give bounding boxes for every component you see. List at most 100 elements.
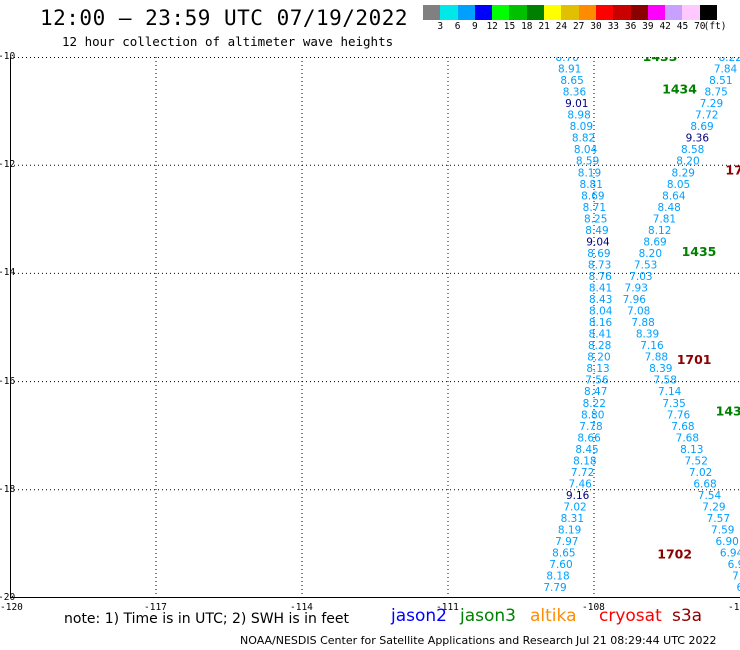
track-value-label: 7.58: [654, 375, 677, 387]
track-value-label: 8.43: [589, 294, 612, 306]
color-scale-label: 6: [454, 21, 461, 32]
color-scale-label: 12: [486, 21, 498, 32]
color-scale-label: 42: [659, 21, 671, 32]
track-value-label: 8.09: [570, 121, 593, 133]
lat-tick-label: -18: [0, 483, 16, 495]
track-value-label: 8.28: [588, 340, 611, 352]
track-value-label: 8.59: [576, 156, 599, 168]
track-value-label: 8.18: [546, 571, 569, 583]
track-value-label: 7.68: [671, 421, 694, 433]
track-value-label: 7.59: [711, 525, 734, 537]
track-value-label: 7.57: [707, 513, 730, 525]
pass-time-label: 1702: [657, 547, 692, 562]
track-value-label: 8.65: [552, 548, 575, 560]
track-value-label: 9.04: [586, 236, 610, 248]
color-scale-label: 30: [590, 21, 602, 32]
track-value-label: 8.48: [657, 202, 680, 214]
color-scale-label: 21: [538, 21, 550, 32]
track-value-label: 8.66: [577, 432, 601, 444]
track-value-label: 7.46: [568, 478, 592, 490]
track-value-label: 8.16: [589, 317, 613, 329]
track-value-label: 8.70: [556, 57, 579, 64]
track-value-label: 8.12: [648, 225, 671, 237]
track-value-label: 8.69: [643, 236, 666, 248]
pass-time-label: 1701: [677, 352, 712, 367]
track-value-label: 6.90: [715, 536, 738, 548]
track-value-label: 7.79: [543, 582, 566, 594]
track-value-label: 8.80: [581, 409, 604, 421]
track-value-label: 8.20: [587, 352, 610, 364]
color-swatch: [630, 5, 648, 20]
pass-time-label: 1436: [716, 403, 740, 418]
satellite-legend-jason3: jason3: [460, 606, 516, 626]
track-value-label: 8.41: [589, 329, 612, 341]
track-value-label: 9.16: [566, 490, 590, 502]
satellite-legend-cryosat: cryosat: [599, 606, 662, 626]
color-swatch: [474, 5, 493, 20]
footer-timestamp: Jul 21 08:29:44 UTC 2022: [576, 634, 717, 647]
map-subtitle: 12 hour collection of altimeter wave hei…: [62, 34, 394, 49]
color-swatch: [492, 5, 510, 20]
pass-time-label: 1434: [662, 81, 697, 96]
lat-tick-label: -12: [0, 159, 16, 171]
map-title: 12:00 – 23:59 UTC 07/19/2022: [40, 6, 409, 30]
track-value-label: 8.73: [588, 259, 611, 271]
track-value-label: 8.69: [690, 121, 713, 133]
color-scale-label: 33: [607, 21, 620, 32]
track-value-label: 8.05: [667, 179, 690, 191]
track-value-label: 7.35: [662, 398, 685, 410]
track-value-label: 8.39: [636, 329, 659, 341]
lat-tick-label: -20: [0, 592, 16, 603]
lat-tick-label: -10: [0, 51, 16, 62]
track-value-label: 8.45: [575, 444, 598, 456]
footer-credit: NOAA/NESDIS Center for Satellite Applica…: [240, 634, 574, 647]
track-value-label: 6.94: [720, 548, 740, 560]
track-value-label: 7.53: [634, 259, 657, 271]
track-value-label: 7.03: [629, 271, 652, 283]
lon-tick-label: -120: [0, 602, 23, 613]
track-value-label: 8.64: [662, 190, 686, 202]
track-value-label: 8.81: [580, 179, 603, 191]
color-swatch: [665, 5, 683, 20]
track-value-label: 8.19: [558, 525, 581, 537]
lon-tick-label: -114: [290, 602, 313, 613]
satellite-legend-s3a: s3a: [672, 606, 703, 626]
track-value-label: 8.49: [585, 225, 608, 237]
track-value-label: 6.68: [693, 478, 716, 490]
color-swatch: [613, 5, 631, 20]
color-swatch: [699, 5, 718, 20]
color-swatch: [544, 5, 562, 20]
track-value-label: 8.69: [581, 190, 604, 202]
track-value-label: 8.18: [573, 455, 596, 467]
track-value-label: 8.25: [584, 213, 607, 225]
track-value-label: 7.72: [571, 467, 594, 479]
track-value-label: 8.58: [681, 144, 704, 156]
track-value-label: 8.04: [574, 144, 598, 156]
color-scale-label: 45: [676, 21, 689, 32]
track-value-label: 8.69: [587, 248, 610, 260]
track-value-label: 8.98: [567, 110, 590, 122]
color-scale-label: 39: [642, 21, 654, 32]
track-value-label: 7.97: [555, 536, 578, 548]
track-value-label: 7.56: [585, 375, 609, 387]
track-value-label: 7.08: [627, 306, 650, 318]
color-swatch: [647, 5, 666, 20]
track-value-label: 8.41: [589, 283, 612, 295]
track-value-label: 7.02: [563, 502, 586, 514]
color-swatch: [682, 5, 700, 20]
track-value-label: 7.72: [695, 110, 718, 122]
color-swatch: [578, 5, 596, 20]
color-scale-label: 9: [472, 21, 478, 32]
track-value-label: 8.22: [719, 57, 740, 64]
color-scale-label: (ft): [703, 21, 727, 32]
wave-height-map: 8.70 8.91 8.65 8.36 9.01 8.98 8.09 8.82 8.04 8.59…: [10, 57, 740, 598]
track-value-label: 7.8: [732, 571, 740, 583]
track-value-label: 7.60: [549, 559, 572, 571]
track-value-label: 9.36: [686, 133, 710, 145]
track-value-label: 7.78: [579, 421, 602, 433]
track-value-label: 7.81: [653, 213, 676, 225]
map-canvas: 8.708.918.658.369.018.988.098.828.048.59…: [10, 57, 740, 598]
track-value-label: 7.52: [685, 455, 708, 467]
track-value-label: 8.31: [561, 513, 584, 525]
color-swatch: [595, 5, 614, 20]
